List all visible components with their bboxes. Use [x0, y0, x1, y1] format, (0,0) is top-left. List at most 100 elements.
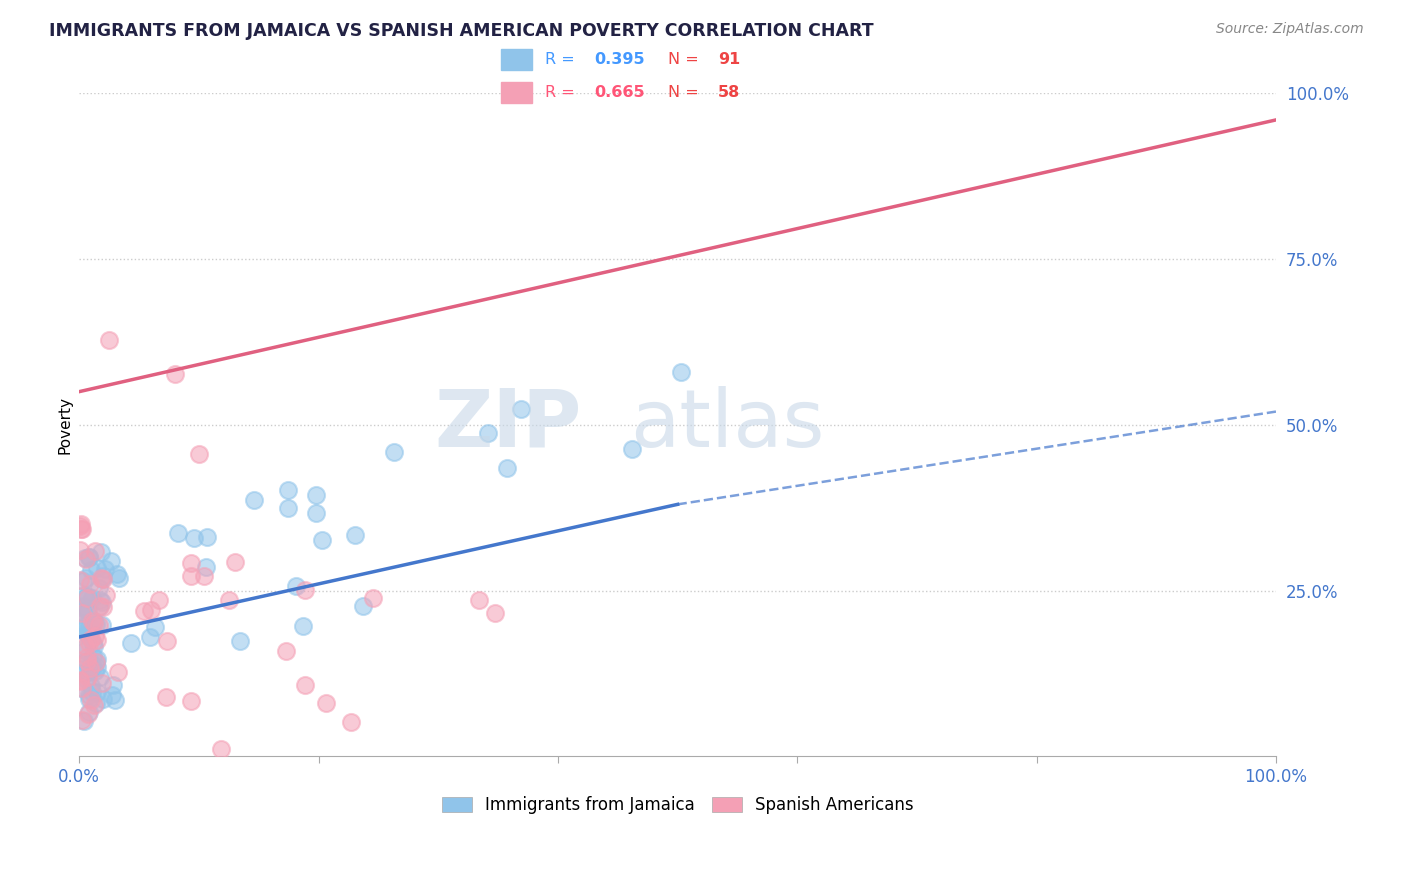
Point [80, 685, 103, 699]
Point [91, 618, 114, 632]
Point [89, 593, 111, 607]
Point [75, 550, 97, 565]
Point [76, 649, 98, 664]
Bar [502, 49, 533, 70]
Point [86, 633, 108, 648]
Point [70, 522, 93, 536]
Point [79, 632, 101, 646]
Point [83, 614, 105, 628]
Point [77, 550, 100, 565]
Point [82, 648, 104, 663]
Point [91, 599, 114, 614]
Point [510, 402, 533, 417]
Point [87, 581, 110, 595]
Point [180, 694, 202, 708]
Point [80, 679, 103, 693]
Point [101, 678, 124, 692]
Point [291, 619, 314, 633]
Point [84, 665, 107, 679]
Point [132, 604, 155, 618]
Point [305, 506, 328, 520]
Point [195, 559, 218, 574]
Point [86, 652, 108, 666]
Point [108, 571, 131, 585]
Text: 0.665: 0.665 [595, 85, 645, 100]
Point [80, 614, 103, 628]
Point [77, 707, 100, 722]
Point [91, 692, 114, 706]
Point [70, 713, 93, 727]
Point [90, 571, 112, 585]
Point [75, 672, 97, 686]
Point [73, 639, 96, 653]
Point [69, 662, 91, 676]
Point [83, 629, 105, 643]
Point [70, 615, 93, 630]
Point [77, 620, 100, 634]
Point [139, 631, 162, 645]
Point [77, 706, 100, 720]
Point [477, 426, 499, 441]
Point [69, 543, 91, 558]
Point [72, 624, 94, 638]
Point [83, 698, 105, 713]
Text: ZIP: ZIP [434, 386, 582, 464]
Text: Source: ZipAtlas.com: Source: ZipAtlas.com [1216, 22, 1364, 37]
Text: atlas: atlas [630, 386, 824, 464]
Point [148, 592, 170, 607]
Point [86, 660, 108, 674]
Point [277, 483, 299, 497]
Point [70, 681, 93, 696]
Point [80, 656, 103, 670]
Point [75, 551, 97, 566]
Point [243, 493, 266, 508]
Point [77, 627, 100, 641]
Point [69, 517, 91, 532]
Point [84, 617, 107, 632]
Point [77, 671, 100, 685]
Point [69, 518, 91, 533]
Point [669, 365, 692, 379]
Point [72, 522, 94, 536]
Point [361, 591, 384, 606]
Point [100, 554, 122, 568]
Text: R =: R = [544, 85, 579, 100]
Text: 91: 91 [718, 52, 740, 67]
Point [80, 563, 103, 577]
Legend: Immigrants from Jamaica, Spanish Americans: Immigrants from Jamaica, Spanish America… [434, 789, 920, 821]
Text: R =: R = [544, 52, 579, 67]
Point [89, 599, 111, 613]
Point [101, 689, 124, 703]
Point [143, 620, 166, 634]
Point [294, 582, 316, 597]
Point [79, 577, 101, 591]
Point [382, 445, 405, 459]
Point [69, 673, 91, 687]
Point [82, 660, 104, 674]
Point [76, 591, 98, 605]
Point [180, 557, 202, 571]
Text: N =: N = [668, 52, 704, 67]
Point [72, 606, 94, 620]
Point [84, 696, 107, 710]
Point [284, 579, 307, 593]
Point [156, 633, 179, 648]
Point [77, 636, 100, 650]
Point [76, 603, 98, 617]
Text: N =: N = [668, 85, 704, 100]
Point [86, 561, 108, 575]
Point [294, 678, 316, 692]
Point [277, 500, 299, 515]
Point [120, 636, 142, 650]
Point [75, 618, 97, 632]
Point [495, 461, 517, 475]
Point [73, 643, 96, 657]
Text: IMMIGRANTS FROM JAMAICA VS SPANISH AMERICAN POVERTY CORRELATION CHART: IMMIGRANTS FROM JAMAICA VS SPANISH AMERI… [49, 22, 875, 40]
Point [195, 530, 218, 544]
Point [90, 676, 112, 690]
Point [82, 636, 104, 650]
Point [79, 691, 101, 706]
Point [91, 572, 114, 586]
Point [155, 690, 177, 704]
Point [77, 629, 100, 643]
